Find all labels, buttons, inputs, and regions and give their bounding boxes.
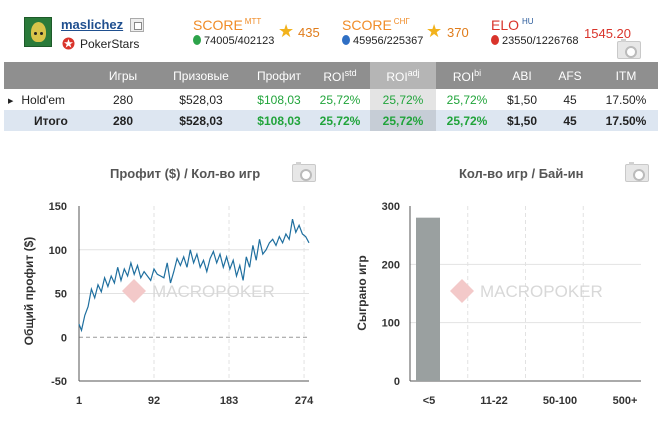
x-tick-label: 1	[76, 395, 82, 407]
y-tick-label: 150	[49, 201, 67, 213]
cell-abi: $1,50	[506, 92, 538, 107]
macropoker-logo-icon	[122, 279, 146, 303]
x-tick-label: 274	[295, 395, 314, 407]
username-link[interactable]: maslichez	[61, 17, 124, 32]
watermark-text: MACROPOKER	[152, 282, 275, 301]
total-roi-adj: 25,72%	[370, 110, 436, 131]
col-header-profit[interactable]: Профит	[248, 62, 310, 89]
col-header-afs[interactable]: AFS	[546, 62, 594, 89]
roi-bi-sup: bi	[474, 67, 482, 78]
cell-profit: $108,03	[257, 92, 301, 107]
total-roi-bi: 25,72%	[436, 110, 498, 131]
camera-icon[interactable]	[617, 39, 641, 59]
cell-games: 280	[112, 92, 134, 107]
elo-rank: 23550/1226768	[502, 35, 579, 47]
col-header-itm[interactable]: ITM	[594, 62, 658, 89]
elo-title: ELO	[491, 17, 520, 33]
score-elo: ELO HU 23550/1226768	[491, 17, 578, 47]
roi-label: ROI	[452, 69, 475, 84]
site-name: PokerStars	[80, 37, 140, 51]
total-abi: $1,50	[498, 110, 546, 131]
x-tick-label: 500+	[613, 395, 638, 407]
roi-adj-sup: adj	[407, 67, 420, 78]
x-tick-label: <5	[423, 395, 436, 407]
col-header-prize[interactable]: Призовые	[154, 62, 248, 89]
copy-icon[interactable]	[130, 18, 144, 32]
col-header-games[interactable]: Игры	[92, 62, 154, 89]
total-prize: $528,03	[154, 110, 248, 131]
col-header-abi[interactable]: ABI	[498, 62, 546, 89]
table-header-row: Игры Призовые Профит ROIstd ROIadj ROIbi…	[4, 62, 658, 89]
score-mtt-title: SCORE	[193, 17, 243, 33]
score-cis-tag: СНГ	[393, 17, 410, 26]
score-mtt: SCORE MTT 74005/402123	[193, 17, 274, 47]
table-row[interactable]: ▶ Hold'em 280 $528,03 $108,03 25,72% 25,7…	[4, 89, 658, 110]
total-label: Итого	[4, 110, 92, 131]
score-mtt-tag: MTT	[244, 17, 262, 26]
bar	[416, 217, 440, 381]
total-afs: 45	[546, 110, 594, 131]
col-header-roi-adj[interactable]: ROIadj	[370, 62, 436, 89]
x-tick-label: 50-100	[543, 395, 577, 407]
col-header-roi-std[interactable]: ROIstd	[310, 62, 370, 89]
ribbon-icon	[342, 35, 350, 45]
table-total-row: Итого 280 $528,03 $108,03 25,72% 25,72% …	[4, 110, 658, 131]
camera-icon[interactable]	[625, 162, 649, 182]
y-tick-label: 50	[55, 289, 67, 301]
profit-line-series	[78, 218, 310, 333]
score-mtt-value: 435	[298, 25, 320, 40]
x-tick-label: 183	[220, 395, 238, 407]
stats-table: Игры Призовые Профит ROIstd ROIadj ROIbi…	[4, 62, 658, 131]
roi-label: ROI	[386, 69, 408, 84]
row-label[interactable]: ▶ Hold'em	[4, 89, 92, 110]
ribbon-icon	[491, 35, 499, 45]
buyin-chart-title: Кол-во игр / Бай-ин	[459, 166, 584, 181]
macropoker-logo-icon	[450, 279, 474, 303]
score-cis-value: 370	[447, 25, 469, 40]
y-tick-label: 300	[382, 201, 400, 213]
total-itm: 17.50%	[594, 110, 658, 131]
total-roi-std: 25,72%	[310, 110, 370, 131]
score-cis-title: SCORE	[342, 17, 392, 33]
cell-roi-bi: 25,72%	[446, 92, 488, 107]
y-tick-label: 100	[49, 245, 67, 257]
score-cis: SCORE СНГ 45956/225367	[342, 17, 423, 47]
macropoker-watermark: MACROPOKER	[450, 279, 603, 303]
cell-roi-std: 25,72%	[319, 92, 361, 107]
pokerstars-icon	[62, 37, 75, 50]
cell-roi-adj: 25,72%	[370, 89, 436, 110]
y-tick-label: -50	[51, 376, 67, 388]
star-icon: ★	[278, 21, 295, 42]
x-tick-label: 92	[148, 395, 160, 407]
total-games: 280	[92, 110, 154, 131]
cell-afs: 45	[563, 92, 577, 107]
roi-label: ROI	[323, 69, 345, 84]
player-header: maslichez PokerStars SCORE MTT 74005/4021…	[0, 0, 662, 60]
cell-itm: 17.50%	[605, 92, 647, 107]
profit-chart-title: Профит ($) / Кол-во игр	[110, 166, 261, 181]
y-tick-label: 200	[382, 259, 400, 271]
y-tick-label: 0	[61, 332, 67, 344]
total-profit: $108,03	[248, 110, 310, 131]
roi-std-sup: std	[344, 67, 357, 78]
star-icon: ★	[426, 21, 443, 42]
row-game-name: Hold'em	[21, 92, 66, 107]
x-tick-label: 11-22	[480, 395, 508, 407]
col-header-roi-bi[interactable]: ROIbi	[436, 62, 498, 89]
camera-icon[interactable]	[292, 162, 316, 182]
elo-value: 1545.20	[584, 26, 631, 41]
cell-prize: $528,03	[179, 92, 223, 107]
score-cis-rank: 45956/225367	[353, 35, 424, 47]
y-tick-label: 0	[394, 376, 400, 388]
avatar[interactable]	[24, 17, 52, 47]
watermark-text: MACROPOKER	[480, 282, 603, 301]
y-tick-label: 100	[382, 318, 400, 330]
elo-tag: HU	[522, 17, 534, 26]
expand-arrow-icon[interactable]: ▶	[8, 97, 14, 105]
score-mtt-rank: 74005/402123	[204, 35, 275, 47]
macropoker-watermark: MACROPOKER	[122, 279, 275, 303]
ribbon-icon	[193, 35, 201, 45]
col-header-game	[4, 62, 92, 89]
